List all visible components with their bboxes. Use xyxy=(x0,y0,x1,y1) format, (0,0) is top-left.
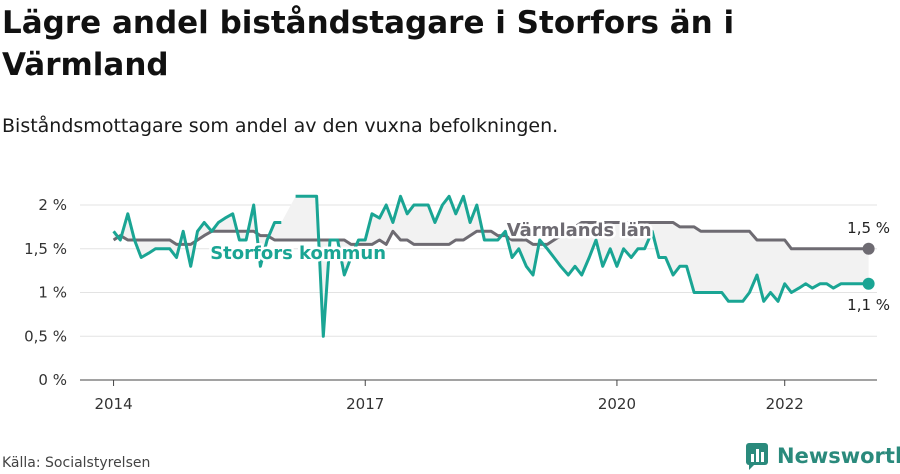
brand-name: Newsworthy xyxy=(777,444,900,468)
x-tick-label: 2014 xyxy=(94,395,132,413)
y-tick-label: 1 % xyxy=(38,284,67,302)
y-tick-label: 2 % xyxy=(38,196,67,214)
source-note: Källa: Socialstyrelsen xyxy=(2,455,151,471)
x-tick-label: 2017 xyxy=(346,395,384,413)
storfors-annotation: Storfors kommun xyxy=(210,243,386,264)
storfors-line xyxy=(112,194,869,338)
storfors-end-label: 1,1 % xyxy=(847,296,890,314)
chart-subtitle: Biståndsmottagare som andel av den vuxna… xyxy=(2,115,559,137)
x-tick-label: 2022 xyxy=(766,395,804,413)
x-tick-label: 2020 xyxy=(598,395,636,413)
newsworthy-logo-icon xyxy=(746,443,768,470)
y-tick-label: 0 % xyxy=(38,371,67,389)
varmland-line xyxy=(112,221,869,251)
chart-title: Lägre andel biståndstagare i Storfors än… xyxy=(2,5,735,83)
varmland-end-label: 1,5 % xyxy=(847,219,890,237)
storfors-end-point xyxy=(862,277,875,290)
newsworthy-logo[interactable]: Newsworthy xyxy=(745,441,900,471)
varmland-end-point xyxy=(862,242,875,255)
difference-area xyxy=(113,196,869,337)
y-tick-label: 0,5 % xyxy=(24,327,67,345)
varmland-annotation: Värmlands län xyxy=(507,220,652,241)
y-tick-label: 1,5 % xyxy=(24,240,67,258)
